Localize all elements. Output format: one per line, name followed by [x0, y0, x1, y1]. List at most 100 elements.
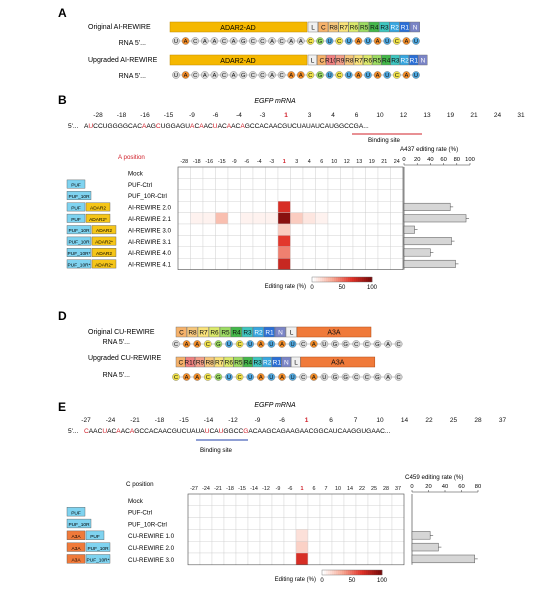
heatmap-cell	[319, 541, 333, 554]
position-header-label: 12	[400, 112, 408, 119]
heatmap-col-label: 12	[344, 159, 350, 165]
seq-base: U	[213, 123, 218, 130]
d-orig-rna-base-letter: G	[333, 342, 338, 348]
bar-tick-label: 40	[427, 157, 433, 163]
e-barchart: 0 20 40 60 80	[410, 484, 481, 565]
d-orig-block	[263, 326, 275, 338]
heatmap-cell	[390, 178, 404, 190]
heatmap-cell	[265, 246, 279, 259]
heatmap-cell	[352, 178, 366, 190]
d-upg-rna-base	[172, 373, 180, 381]
d-upg-rna-base	[278, 373, 286, 381]
a-orig-block-label: R3	[380, 25, 389, 32]
a-orig-block	[369, 21, 380, 33]
heatmap-cell	[227, 166, 241, 179]
heatmap-cell	[235, 505, 249, 518]
bar-tick-label: 60	[440, 157, 446, 163]
heatmap-cell	[391, 529, 405, 542]
d-orig-rna-base	[267, 340, 276, 348]
seq-base: C	[182, 428, 187, 435]
d-orig-rna-base	[278, 340, 286, 348]
heatmap-cell	[187, 552, 201, 566]
d-upg-rna-base	[352, 373, 361, 381]
legend-gradient-step	[336, 277, 339, 282]
a-orig-rna-base	[392, 37, 401, 45]
legend-gradient-step	[348, 277, 351, 282]
heatmap-cell	[227, 200, 241, 213]
d-orig-rna-base	[182, 340, 191, 348]
d-orig-block-label: R4	[232, 330, 241, 337]
b-legend: Editing rate (%) 0 50 100	[265, 276, 378, 291]
construct-icon	[66, 191, 92, 200]
legend-gradient-step	[332, 570, 335, 575]
seq-base: G	[318, 428, 323, 435]
heatmap-cell	[302, 258, 316, 270]
position-header-label: -16	[140, 112, 150, 119]
a-upg-rna-base	[191, 71, 199, 79]
heatmap-cell	[379, 552, 393, 566]
heatmap-col-label: -9	[276, 486, 281, 492]
a-upg-block-label: R6	[364, 58, 373, 65]
a-orig-rna-base-letter: U	[347, 39, 351, 45]
d-orig-block	[274, 326, 286, 338]
legend-gradient-step	[340, 570, 343, 575]
d-upg-rna-base	[256, 373, 265, 381]
position-header-label: 3	[308, 112, 312, 119]
construct-icon	[66, 248, 92, 257]
a-orig-rna-base-letter: C	[395, 39, 399, 45]
heatmap-cell	[379, 505, 393, 518]
seq-base: G	[295, 428, 300, 435]
heatmap-cell	[377, 212, 391, 225]
a-upg-rna-base	[296, 71, 305, 79]
heatmap-cell	[390, 166, 404, 179]
heatmap-cell	[199, 552, 213, 566]
heatmap-cell	[365, 246, 379, 259]
heatmap-cell	[302, 223, 316, 236]
position-header-label: 6	[329, 417, 333, 424]
panel-b-label: B	[58, 93, 67, 107]
a-orig-rna-base	[354, 37, 363, 45]
a-orig-block-label: R7	[340, 25, 349, 32]
heatmap-cell	[227, 189, 241, 202]
heatmap-row-label: PUF_10R-Ctrl	[128, 193, 167, 200]
heatmap-col-label: 4	[308, 159, 311, 165]
heatmap-cell	[252, 258, 266, 270]
heatmap-cell	[302, 166, 316, 179]
heatmap-cell	[352, 200, 366, 213]
d-upg-block	[281, 356, 292, 368]
heatmap-cell	[327, 166, 341, 179]
d-upg-rna-base	[362, 373, 371, 381]
position-header-label: -15	[179, 417, 189, 424]
construct-icon-label: PUF	[90, 534, 100, 540]
construct-icon	[85, 213, 111, 223]
a-orig-rna-base-letter: C	[251, 39, 255, 45]
d-upg-rna-base-letter: C	[174, 375, 178, 381]
a-orig-rna-base	[412, 37, 420, 45]
position-header-label: 31	[517, 112, 525, 119]
heatmap-cell	[302, 212, 316, 225]
heatmap-cell	[295, 541, 309, 554]
position-header-label: -28	[93, 112, 103, 119]
heatmap-cell	[290, 200, 304, 213]
legend-gradient-step	[354, 570, 357, 575]
seq-base: .	[365, 123, 367, 130]
heatmap-cell	[252, 246, 266, 259]
construct-icon	[91, 236, 117, 246]
d-upg-block	[252, 356, 263, 368]
seq-base: C	[338, 428, 343, 435]
position-header-label: -21	[130, 417, 140, 424]
legend-gradient-step	[338, 277, 341, 282]
construct-icon-label: PUF_10R	[68, 240, 90, 246]
heatmap-cell	[331, 493, 345, 507]
a-orig-block	[389, 21, 400, 33]
a-upg-block-label: C	[319, 58, 324, 65]
d-orig-block-label: R2	[254, 330, 263, 337]
panel-e-label: E	[58, 400, 66, 414]
a-orig-block	[358, 21, 370, 33]
position-header-label: -18	[155, 417, 165, 424]
seq-base: A	[231, 123, 236, 130]
d-orig-rna-base	[394, 340, 403, 348]
d-upg-block	[194, 356, 205, 368]
a-orig-rna-base-letter: A	[270, 39, 274, 45]
seq-base: G	[366, 428, 371, 435]
